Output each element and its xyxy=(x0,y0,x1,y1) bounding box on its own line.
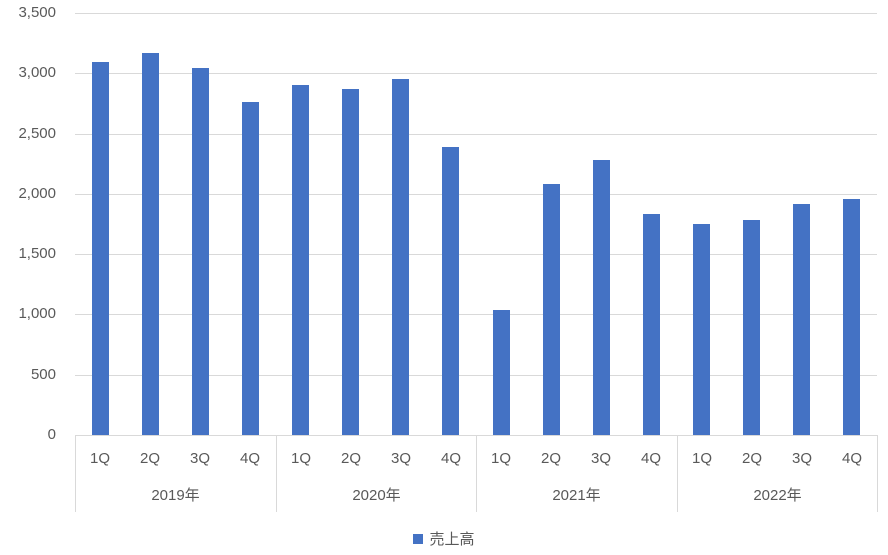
quarter-label: 1Q xyxy=(290,450,311,467)
bar xyxy=(392,79,409,435)
quarter-label: 2Q xyxy=(741,450,762,467)
quarter-label: 1Q xyxy=(490,450,511,467)
quarter-label: 2Q xyxy=(139,450,160,467)
category-divider xyxy=(276,435,277,512)
gridline xyxy=(75,314,877,315)
gridline xyxy=(75,194,877,195)
legend-swatch-icon xyxy=(413,533,424,544)
category-divider xyxy=(476,435,477,512)
quarter-label: 2Q xyxy=(540,450,561,467)
quarter-label: 1Q xyxy=(691,450,712,467)
bar xyxy=(793,204,810,435)
quarter-label: 1Q xyxy=(89,450,110,467)
y-tick-label: 1,000 xyxy=(18,305,56,323)
quarter-label: 4Q xyxy=(841,450,862,467)
bar xyxy=(693,224,710,435)
quarter-label: 3Q xyxy=(189,450,210,467)
bar xyxy=(342,89,359,435)
gridline xyxy=(75,13,877,14)
gridline xyxy=(75,375,877,376)
quarter-label: 3Q xyxy=(390,450,411,467)
y-tick-label: 0 xyxy=(47,426,56,443)
bar xyxy=(192,68,209,435)
quarter-label: 4Q xyxy=(640,450,661,467)
y-tick-label: 2,000 xyxy=(18,184,56,202)
quarter-label: 2Q xyxy=(340,450,361,467)
bar xyxy=(242,102,259,435)
category-divider xyxy=(677,435,678,512)
y-tick-label: 1,500 xyxy=(18,245,56,263)
quarter-label: 4Q xyxy=(239,450,260,467)
y-tick-label: 3,000 xyxy=(18,64,56,82)
gridline xyxy=(75,73,877,74)
year-label: 2019年 xyxy=(151,487,200,504)
bar xyxy=(92,62,109,435)
year-label: 2021年 xyxy=(552,487,601,504)
quarter-label: 3Q xyxy=(791,450,812,467)
year-label: 2020年 xyxy=(352,487,401,504)
bar xyxy=(743,220,760,435)
bar xyxy=(843,199,860,435)
gridline xyxy=(75,254,877,255)
year-label: 2022年 xyxy=(753,487,802,504)
gridline xyxy=(75,134,877,135)
y-tick-label: 3,500 xyxy=(18,4,56,21)
legend-label: 売上高 xyxy=(429,531,475,548)
quarter-label: 4Q xyxy=(440,450,461,467)
category-divider xyxy=(75,435,76,512)
bar xyxy=(493,310,510,435)
y-tick-label: 2,500 xyxy=(18,124,56,142)
bar xyxy=(142,53,159,435)
category-divider xyxy=(877,435,878,512)
legend: 売上高 xyxy=(0,528,888,549)
y-tick-label: 500 xyxy=(30,365,56,383)
quarter-label: 3Q xyxy=(590,450,611,467)
bar xyxy=(442,147,459,435)
bar xyxy=(292,85,309,435)
bar xyxy=(593,160,610,435)
bar xyxy=(643,214,660,435)
bar xyxy=(543,184,560,435)
